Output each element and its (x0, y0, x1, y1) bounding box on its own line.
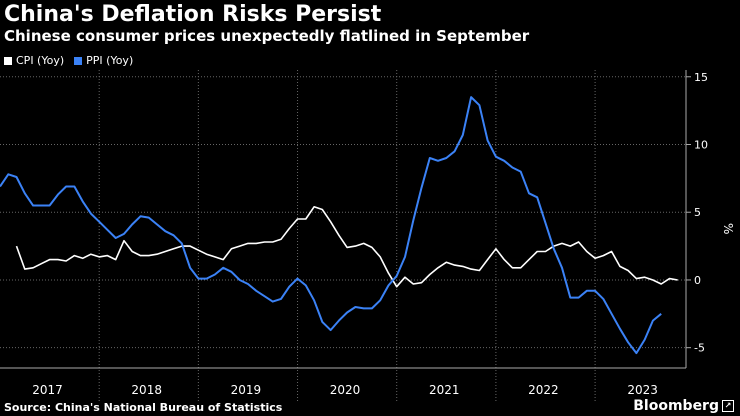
x-year-label: 2021 (429, 383, 460, 397)
chart-subtitle: Chinese consumer prices unexpectedly fla… (4, 27, 530, 45)
y-tick-label: 5 (694, 206, 701, 219)
series-line-ppi (0, 96, 662, 355)
chart-legend: CPI (Yoy) PPI (Yoy) (4, 54, 133, 67)
legend-item-cpi: CPI (Yoy) (4, 54, 64, 67)
legend-swatch-ppi (74, 56, 83, 65)
chart-title: China's Deflation Risks Persist (4, 2, 382, 27)
legend-item-ppi: PPI (Yoy) (74, 54, 133, 67)
series-line-cpi (15, 206, 678, 288)
x-year-label: 2023 (627, 383, 658, 397)
source-note: Source: China's National Bureau of Stati… (4, 401, 283, 414)
legend-label-ppi: PPI (Yoy) (86, 54, 134, 67)
x-year-label: 2020 (330, 383, 361, 397)
y-tick-label: 10 (694, 139, 708, 152)
legend-label-cpi: CPI (Yoy) (16, 54, 65, 67)
y-tick-label: -5 (694, 342, 705, 355)
x-year-label: 2022 (528, 383, 559, 397)
external-link-icon: ↗ (722, 400, 734, 412)
x-year-label: 2018 (131, 383, 162, 397)
y-tick-label: 15 (694, 71, 708, 84)
y-tick-label: 0 (694, 274, 701, 287)
x-year-label: 2019 (231, 383, 262, 397)
legend-swatch-cpi (4, 56, 12, 65)
x-year-label: 2017 (32, 383, 63, 397)
brand-name: Bloomberg (633, 398, 719, 414)
y-axis-unit-label: % (721, 223, 735, 234)
brand-logo: Bloomberg ↗ (633, 398, 734, 414)
